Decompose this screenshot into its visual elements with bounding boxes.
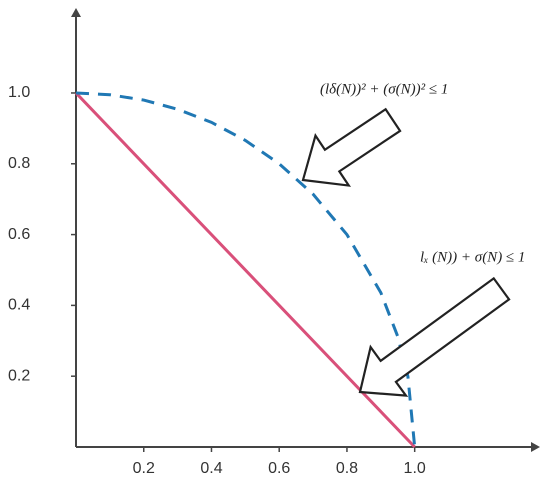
x-tick-label: 0.8: [336, 460, 358, 477]
y-axis-arrow: [71, 8, 81, 17]
x-tick-label: 1.0: [404, 460, 426, 477]
x-axis-arrow: [531, 442, 540, 452]
y-tick-label: 0.4: [8, 297, 30, 314]
x-tick-label: 0.2: [133, 460, 155, 477]
annotation-arrow: [358, 276, 511, 397]
x-tick-label: 0.4: [200, 460, 222, 477]
y-tick-label: 0.2: [8, 367, 30, 384]
x-tick-label: 0.6: [268, 460, 290, 477]
y-tick-label: 1.0: [8, 84, 30, 101]
data-line: [74, 91, 416, 449]
y-tick-label: 0.6: [8, 226, 30, 243]
annotation: (lδ(N))² + (σ(N))² ≤ 1: [320, 81, 448, 97]
y-tick-label: 0.8: [8, 155, 30, 172]
annotation: lₓ (N)) + σ(N) ≤ 1: [420, 249, 525, 265]
annotation-arrow: [301, 107, 402, 187]
data-line: [75, 91, 417, 448]
